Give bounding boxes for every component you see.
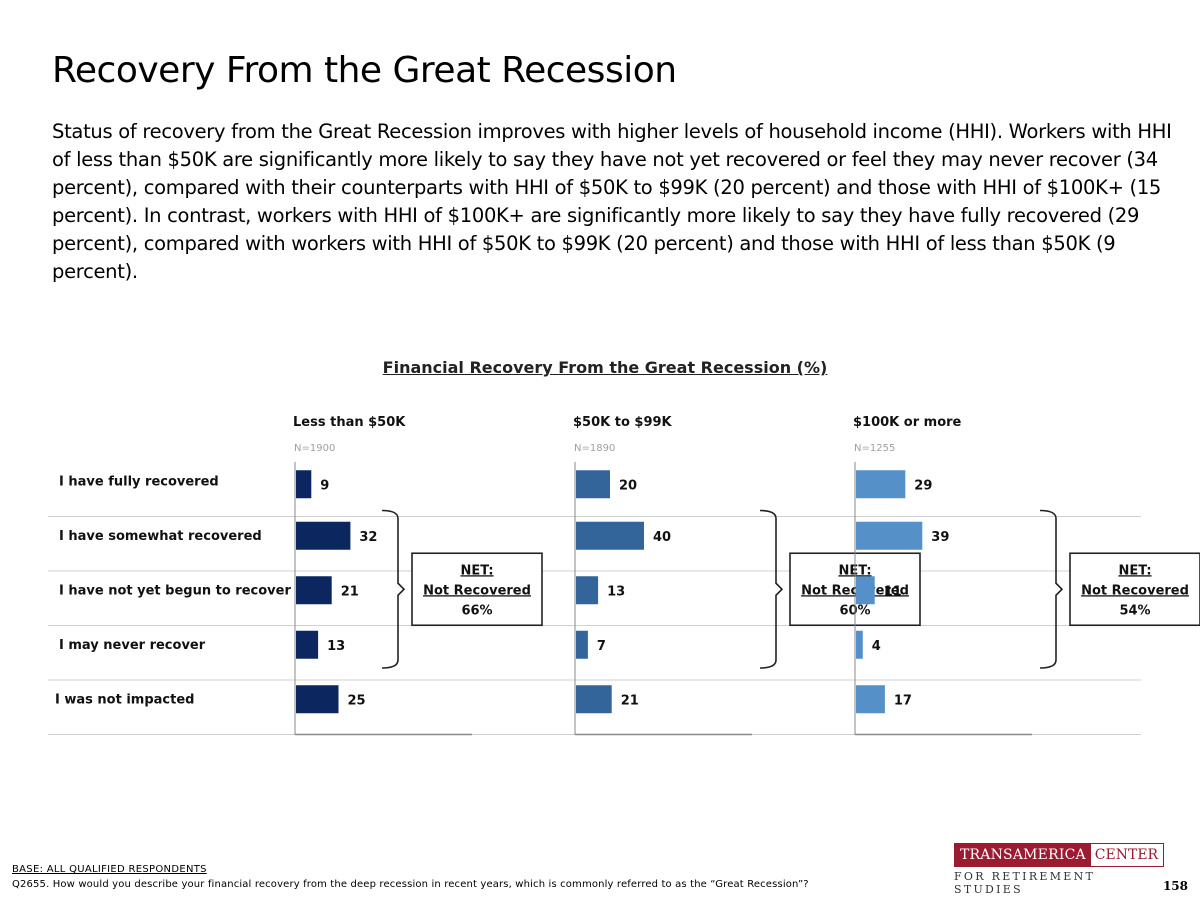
bar [576, 470, 610, 499]
bar [856, 630, 863, 659]
logo-bottom-text: FOR RETIREMENT STUDIES [954, 870, 1096, 896]
series-n-label: N=1890 [574, 443, 615, 454]
net-box-value: 66% [461, 603, 492, 618]
bar-value-label: 39 [931, 530, 949, 545]
net-box-label: NET: [460, 563, 493, 578]
net-box-value: 54% [1119, 603, 1150, 618]
series-header: $50K to $99K [573, 415, 673, 430]
net-box [1069, 552, 1200, 627]
net-box-label: NET: [1118, 563, 1151, 578]
net-bracket [759, 509, 784, 669]
bar [856, 685, 885, 714]
recovery-chart: I have fully recovered I have somewhat re… [48, 415, 1200, 736]
bar-value-label: 13 [327, 639, 345, 654]
bar [576, 576, 599, 605]
page-title: Recovery From the Great Recession [52, 50, 677, 91]
bar [296, 685, 339, 714]
bar-value-label: 20 [619, 478, 637, 493]
net-box [411, 552, 543, 627]
series-n-label: N=1255 [854, 443, 895, 454]
question-note: Q2655. How would you describe your finan… [12, 879, 809, 890]
category-label: I may never recover [59, 638, 206, 653]
page-number: 158 [1162, 879, 1188, 893]
bar [856, 521, 923, 550]
category-label: I have fully recovered [59, 474, 219, 489]
base-note: BASE: ALL QUALIFIED RESPONDENTS [12, 864, 207, 875]
net-box-sub: Not Recovered [1081, 583, 1189, 598]
bar-value-label: 17 [894, 693, 912, 708]
logo-right-text: CENTER [1094, 847, 1159, 863]
bar-value-label: 4 [872, 639, 881, 654]
bar [296, 521, 351, 550]
bar-value-label: 21 [621, 693, 639, 708]
intro-paragraph: Status of recovery from the Great Recess… [52, 120, 1172, 283]
category-label: I was not impacted [55, 692, 194, 707]
bar [296, 470, 312, 499]
logo-left-text: TRANSAMERICA [955, 844, 1091, 866]
bar-value-label: 7 [597, 639, 606, 654]
transamerica-logo: TRANSAMERICA CENTER FOR RETIREMENT STUDI… [954, 843, 1164, 896]
net-box-sub: Not Recovered [423, 583, 531, 598]
bar-value-label: 25 [348, 693, 366, 708]
category-label: I have not yet begun to recover [59, 583, 291, 598]
category-label: I have somewhat recovered [59, 529, 262, 544]
series-n-label: N=1900 [294, 443, 335, 454]
series-header: $100K or more [853, 415, 962, 430]
bar-value-label: 9 [320, 478, 329, 493]
bar [576, 685, 612, 714]
bar [576, 630, 588, 659]
chart-title: Financial Recovery From the Great Recess… [382, 358, 828, 377]
bar [856, 470, 906, 499]
bar [296, 630, 319, 659]
bar-value-label: 29 [914, 478, 932, 493]
bar-value-label: 40 [653, 530, 671, 545]
net-bracket [381, 509, 406, 669]
bar-value-label: 21 [341, 584, 359, 599]
bar-value-label: 32 [359, 530, 377, 545]
net-bracket [1039, 509, 1064, 669]
bar-value-label: 13 [607, 584, 625, 599]
bar [576, 521, 644, 550]
bar-value-label: 11 [884, 584, 902, 599]
series-header: Less than $50K [293, 415, 406, 430]
bar [296, 576, 332, 605]
bar [856, 576, 875, 605]
